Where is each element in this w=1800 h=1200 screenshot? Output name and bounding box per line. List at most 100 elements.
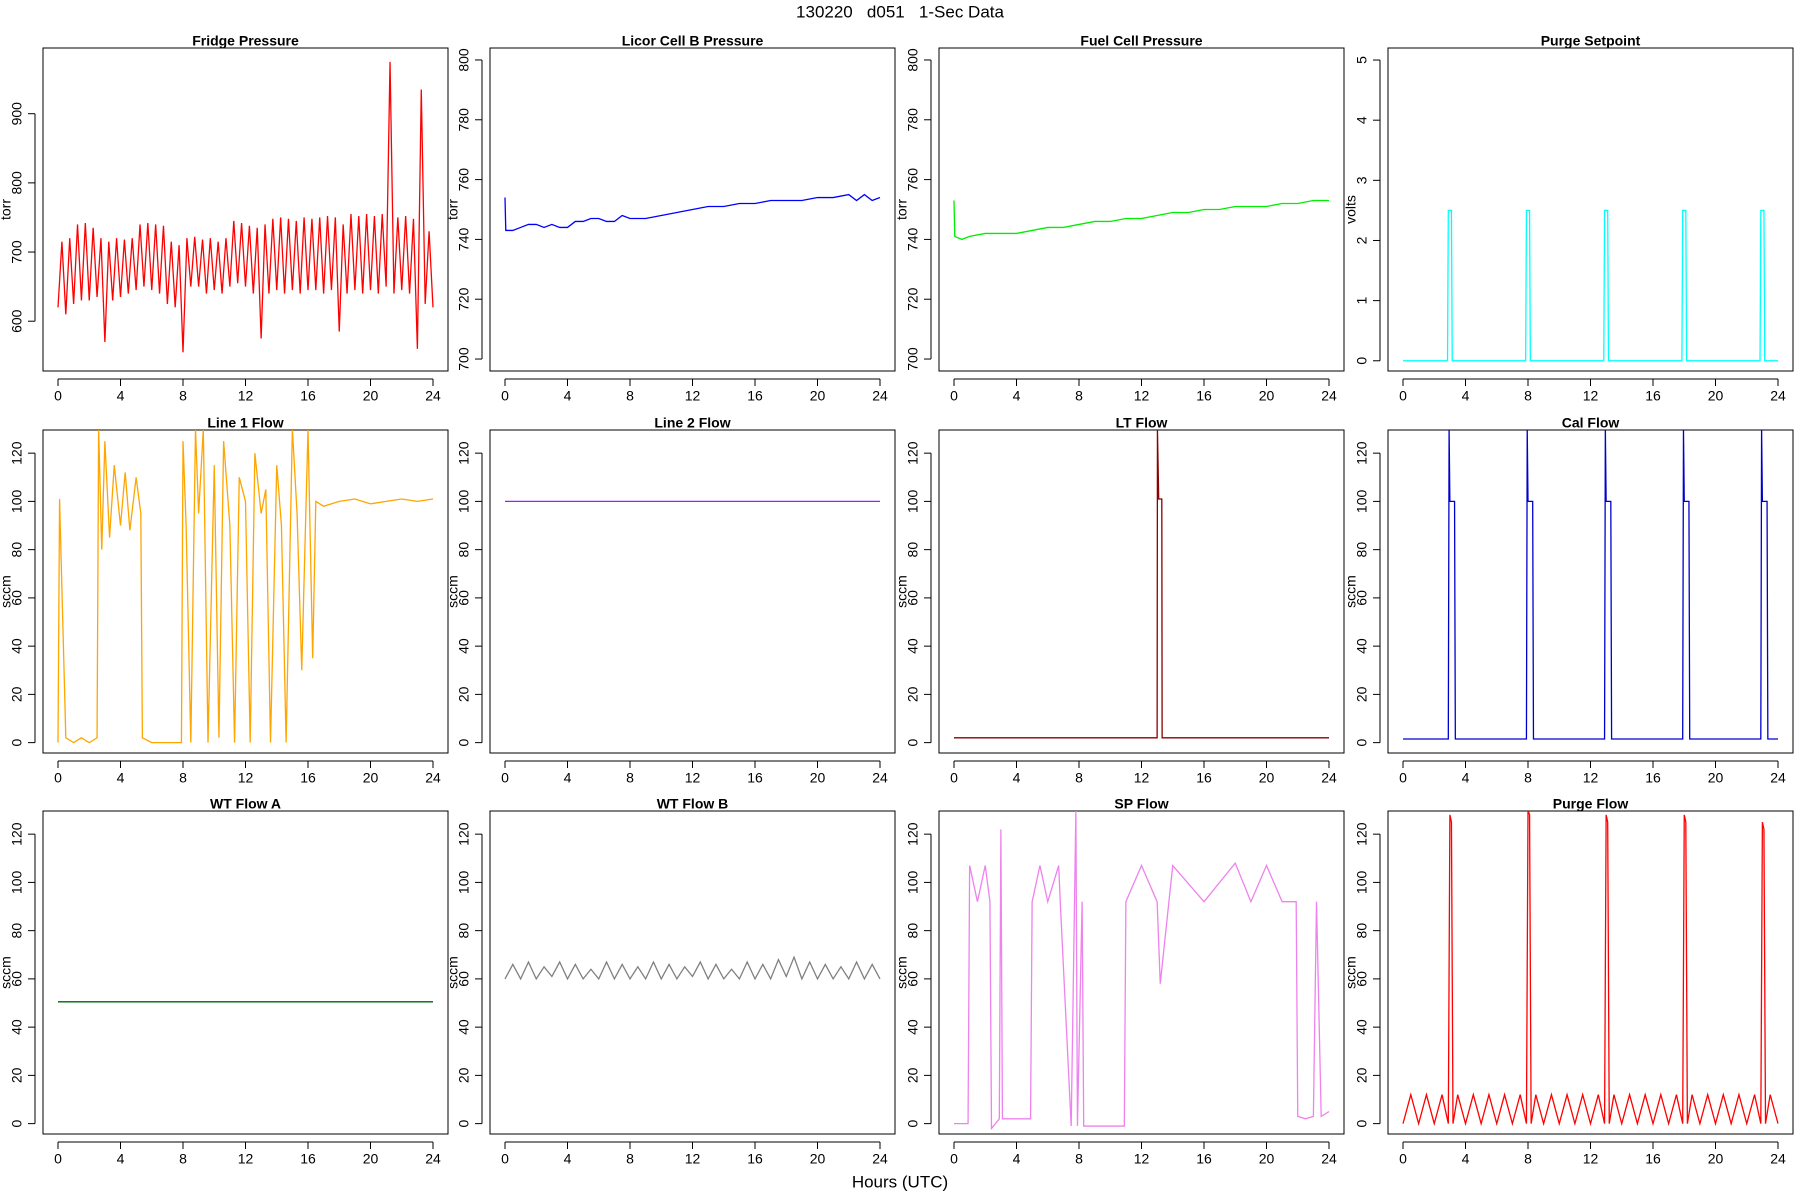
- y-tick-label: 80: [1354, 542, 1370, 558]
- panel: Line 2 Flow sccm 0 4 8 12 16 20 24 0 20 40 60 80 100 12…: [445, 415, 896, 786]
- panel-title: Fridge Pressure: [192, 33, 299, 49]
- x-tick-label: 4: [564, 770, 572, 786]
- x-tick-label: 4: [1013, 388, 1021, 404]
- y-tick-label: 20: [1354, 686, 1370, 702]
- x-tick-label: 0: [1399, 770, 1407, 786]
- x-tick-label: 20: [810, 1151, 826, 1167]
- y-tick-label: 100: [1354, 490, 1370, 514]
- y-tick-label: 900: [9, 102, 25, 126]
- x-tick-label: 20: [810, 388, 826, 404]
- y-tick-label: 80: [9, 542, 25, 558]
- y-tick-label: 120: [456, 441, 472, 465]
- x-tick-label: 16: [300, 1151, 316, 1167]
- x-tick-label: 16: [747, 770, 763, 786]
- y-tick-label: 40: [905, 1019, 921, 1035]
- panel: Cal Flow sccm 0 4 8 12 16 20 24 0 20 40 60 80 100 120: [1343, 415, 1794, 786]
- x-tick-label: 24: [425, 1151, 441, 1167]
- x-tick-label: 16: [1645, 388, 1661, 404]
- x-tick-label: 16: [1645, 770, 1661, 786]
- x-tick-label: 24: [1321, 388, 1337, 404]
- y-tick-label: 100: [456, 490, 472, 514]
- x-tick-label: 20: [1259, 770, 1275, 786]
- x-tick-label: 12: [238, 388, 254, 404]
- y-tick-label: 800: [9, 171, 25, 195]
- x-tick-label: 12: [1583, 1151, 1599, 1167]
- x-tick-label: 0: [501, 770, 509, 786]
- y-tick-label: 2: [1354, 236, 1370, 244]
- panel-title: Fuel Cell Pressure: [1080, 33, 1202, 49]
- x-tick-label: 24: [425, 388, 441, 404]
- panel-title: Licor Cell B Pressure: [622, 33, 764, 49]
- panel: Licor Cell B Pressure torr 0 4 8 12 16 20 24 700 7…: [445, 33, 896, 404]
- x-tick-label: 8: [1524, 770, 1532, 786]
- x-tick-label: 16: [300, 770, 316, 786]
- y-tick-label: 20: [1354, 1067, 1370, 1083]
- y-tick-label: 80: [905, 923, 921, 939]
- x-tick-label: 24: [872, 388, 888, 404]
- y-tick-label: 120: [9, 822, 25, 846]
- x-tick-label: 16: [747, 388, 763, 404]
- x-tick-label: 8: [1524, 1151, 1532, 1167]
- y-axis-label: sccm: [445, 575, 461, 608]
- x-tick-label: 8: [179, 1151, 187, 1167]
- y-tick-label: 780: [905, 108, 921, 132]
- panel: Fridge Pressure torr 0 4 8 12 16 20 24 600 700 800 9…: [0, 33, 449, 404]
- x-tick-label: 12: [1583, 770, 1599, 786]
- panel-title: Purge Flow: [1553, 796, 1629, 812]
- x-tick-label: 12: [685, 1151, 701, 1167]
- y-tick-label: 700: [456, 347, 472, 371]
- plot-frame: [1387, 810, 1794, 1135]
- x-tick-label: 4: [117, 1151, 125, 1167]
- y-tick-label: 740: [456, 228, 472, 252]
- x-tick-label: 20: [1708, 770, 1724, 786]
- x-tick-label: 20: [363, 388, 379, 404]
- y-tick-label: 100: [905, 490, 921, 514]
- data-line: [504, 955, 881, 981]
- x-tick-label: 8: [179, 770, 187, 786]
- x-tick-label: 20: [1259, 388, 1275, 404]
- x-tick-label: 24: [1321, 770, 1337, 786]
- y-tick-label: 120: [1354, 441, 1370, 465]
- plot-frame: [489, 429, 896, 754]
- y-tick-label: 0: [1354, 1120, 1370, 1128]
- y-tick-label: 760: [905, 168, 921, 192]
- panel-title: Cal Flow: [1562, 415, 1620, 431]
- x-tick-label: 16: [1196, 388, 1212, 404]
- y-tick-label: 120: [1354, 822, 1370, 846]
- y-tick-label: 5: [1354, 56, 1370, 64]
- y-tick-label: 60: [1354, 590, 1370, 606]
- x-tick-label: 12: [1134, 1151, 1150, 1167]
- y-tick-label: 720: [905, 287, 921, 311]
- plot-frame: [42, 810, 449, 1135]
- x-tick-label: 16: [1196, 1151, 1212, 1167]
- plot-frame: [489, 810, 896, 1135]
- x-tick-label: 24: [425, 770, 441, 786]
- y-axis-label: torr: [445, 199, 461, 220]
- x-tick-label: 20: [810, 770, 826, 786]
- x-axis-label: Hours (UTC): [852, 1172, 948, 1191]
- y-tick-label: 100: [9, 871, 25, 895]
- y-tick-label: 0: [456, 1120, 472, 1128]
- y-tick-label: 740: [905, 228, 921, 252]
- y-tick-label: 20: [905, 1067, 921, 1083]
- y-axis-label: torr: [0, 199, 14, 220]
- data-line: [954, 811, 1330, 1131]
- data-line: [57, 430, 434, 744]
- y-tick-label: 80: [9, 923, 25, 939]
- plot-frame: [42, 429, 449, 754]
- y-axis-label: sccm: [445, 956, 461, 989]
- x-tick-label: 16: [300, 388, 316, 404]
- x-tick-label: 8: [1524, 388, 1532, 404]
- x-tick-label: 24: [1770, 770, 1786, 786]
- y-tick-label: 40: [1354, 638, 1370, 654]
- plot-frame: [938, 810, 1345, 1135]
- y-axis-label: volts: [1343, 195, 1359, 224]
- x-tick-label: 4: [1462, 388, 1470, 404]
- panel: LT Flow sccm 0 4 8 12 16 20 24 0 20 40 60 80 100 120: [894, 415, 1345, 786]
- panel-title: Line 1 Flow: [207, 415, 283, 431]
- y-tick-label: 0: [1354, 739, 1370, 747]
- x-tick-label: 8: [179, 388, 187, 404]
- x-tick-label: 0: [950, 1151, 958, 1167]
- x-tick-label: 12: [238, 770, 254, 786]
